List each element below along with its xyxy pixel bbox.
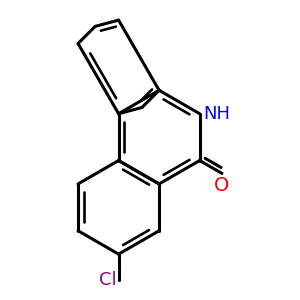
Text: Cl: Cl	[99, 271, 116, 289]
Text: O: O	[214, 176, 230, 195]
Text: NH: NH	[203, 105, 230, 123]
